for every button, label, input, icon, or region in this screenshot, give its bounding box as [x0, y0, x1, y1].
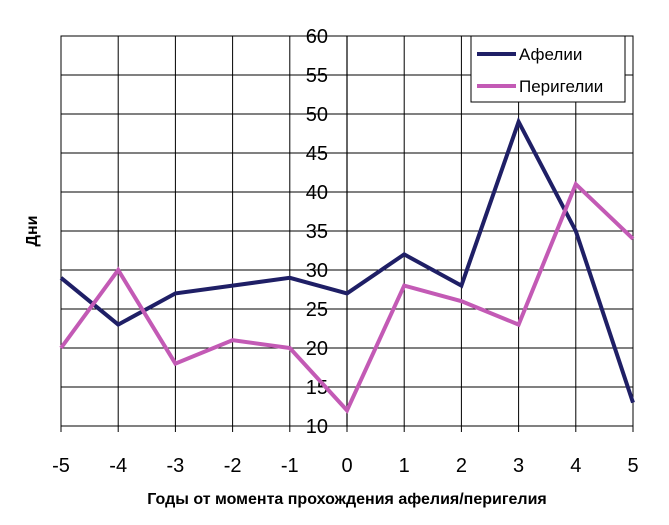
x-tick-label: -3: [167, 455, 185, 477]
x-tick-label: 4: [570, 455, 581, 477]
y-tick-label: 45: [306, 143, 328, 165]
x-tick-label: 5: [627, 455, 638, 477]
x-tick-label: 2: [456, 455, 467, 477]
x-tick-label: -4: [109, 455, 127, 477]
y-tick-label: 35: [306, 221, 328, 243]
y-tick-label: 55: [306, 65, 328, 87]
x-tick-label: -1: [281, 455, 299, 477]
axes: [60, 35, 634, 432]
y-tick-label: 60: [306, 26, 328, 48]
legend-box: [470, 35, 626, 103]
legend-label: Афелии: [519, 45, 582, 64]
y-tick-label: 30: [306, 260, 328, 282]
y-tick-label: 10: [306, 416, 328, 438]
x-tick-label: -2: [224, 455, 242, 477]
y-axis-title: Дни: [24, 216, 41, 247]
x-tick-label: 3: [513, 455, 524, 477]
x-axis-title: Годы от момента прохождения афелия/периг…: [147, 491, 547, 508]
y-tick-label: 50: [306, 104, 328, 126]
legend: Афелии Перигелии: [470, 35, 626, 103]
x-tick-label: 1: [399, 455, 410, 477]
y-tick-label: 20: [306, 338, 328, 360]
legend-label: Перигелии: [519, 77, 603, 96]
y-tick-label: 40: [306, 182, 328, 204]
x-tick-label: 0: [341, 455, 352, 477]
x-tick-label: -5: [52, 455, 70, 477]
series-lines: [59, 116, 635, 414]
y-tick-label: 25: [306, 299, 328, 321]
